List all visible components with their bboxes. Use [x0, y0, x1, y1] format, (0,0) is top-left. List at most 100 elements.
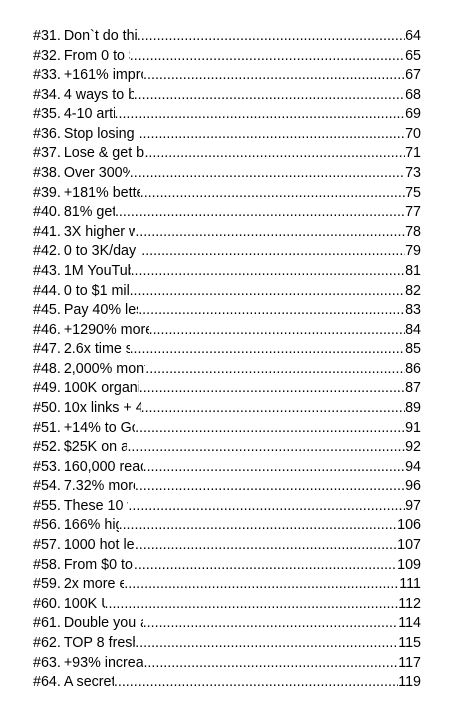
toc-entry[interactable]: #48.2,000% month-on-month growth (study …: [33, 360, 421, 380]
toc-entry[interactable]: #49.100K organic visits/m in 3 months (s…: [33, 379, 421, 399]
entry-number: #53.: [33, 458, 61, 475]
toc-entry[interactable]: #34.4 ways to be interesting to influenc…: [33, 86, 421, 106]
entry-page-number: 83: [405, 302, 421, 319]
toc-entry[interactable]: #33.+161% improvement (Facebook ad A/B t…: [33, 66, 421, 86]
entry-number: #52.: [33, 439, 61, 456]
toc-entry[interactable]: #50.10x links + 42K shares in 3 months (…: [33, 399, 421, 419]
toc-entry[interactable]: #53.160,000 readers. Secret trick (teste…: [33, 458, 421, 478]
toc-entry[interactable]: #35.4-10 articles/month easily 69: [33, 105, 421, 125]
entry-number: #49.: [33, 380, 61, 397]
dot-leader: [127, 438, 405, 458]
entry-number: #59.: [33, 576, 61, 593]
toc-entry[interactable]: #42.0 to 3K/day in 4 mon in a competitiv…: [33, 242, 421, 262]
toc-entry[interactable]: #32.From 0 to $120M in 3 years (study) 65: [33, 47, 421, 67]
entry-page-number: 82: [405, 282, 421, 299]
entry-number: #45.: [33, 302, 61, 319]
entry-title: +181% better opt-in rate (secret targeti…: [63, 184, 140, 201]
toc-entry[interactable]: #56.166% higher CTR (research) 106: [33, 516, 421, 536]
toc-entry[interactable]: #57.1000 hot leads + authority boost (st…: [33, 536, 421, 556]
toc-entry[interactable]: #38.Over 300% more revenue in a year 73: [33, 164, 421, 184]
entry-title: Pay 40% less for ads with this (research…: [63, 302, 138, 319]
toc-entry[interactable]: #41.3X higher willingness to pay (resear…: [33, 223, 421, 243]
entry-number: #64.: [33, 674, 61, 691]
toc-entry[interactable]: #52.$25K on autopilot (LinkedIn hack) 92: [33, 438, 421, 458]
entry-page-number: 112: [398, 595, 421, 612]
toc-entry[interactable]: #55.These 10 words kill your PPC ROI 97: [33, 497, 421, 517]
entry-page-number: 78: [405, 223, 421, 240]
entry-number: #37.: [33, 145, 61, 162]
entry-page-number: 107: [397, 537, 421, 554]
entry-page-number: 81: [405, 262, 421, 279]
dot-leader: [135, 634, 398, 654]
toc-entry[interactable]: #59.2x more engagement (research) 111: [33, 575, 421, 595]
entry-page-number: 79: [405, 243, 421, 260]
entry-page-number: 111: [399, 576, 421, 593]
toc-entry[interactable]: #58.From $0 to $7500/m in a month (study…: [33, 556, 421, 576]
entry-title: $25K on autopilot (LinkedIn hack): [63, 439, 128, 456]
toc-entry[interactable]: #37.Lose & get back 468% more traffic (1…: [33, 144, 421, 164]
toc-entry[interactable]: #43.1M YouTube videos analysis (2017) 81: [33, 262, 421, 282]
toc-entry[interactable]: #64.A secret to a simpler SEO 119: [33, 673, 421, 693]
dot-leader: [130, 164, 405, 184]
dot-leader: [134, 556, 397, 576]
toc-entry[interactable]: #31.Don`t do this - 24% higher CPA (simp…: [33, 27, 421, 47]
dot-leader: [137, 27, 405, 47]
entry-title: 4-10 articles/month easily: [63, 106, 115, 123]
toc-entry[interactable]: #39.+181% better opt-in rate (secret tar…: [33, 184, 421, 204]
toc-entry[interactable]: #45.Pay 40% less for ads with this (rese…: [33, 301, 421, 321]
entry-page-number: 109: [397, 556, 421, 573]
entry-title: 166% higher CTR (research): [63, 517, 119, 534]
entry-number: #38.: [33, 165, 61, 182]
entry-number: #31.: [33, 28, 61, 44]
entry-title: 4 ways to be interesting to influencers: [63, 86, 134, 103]
dot-leader: [131, 262, 406, 282]
entry-number: #33.: [33, 67, 61, 84]
entry-number: #39.: [33, 184, 61, 201]
dot-leader: [114, 673, 398, 693]
entry-page-number: 117: [398, 654, 421, 671]
dot-leader: [145, 360, 405, 380]
entry-page-number: 92: [405, 439, 421, 456]
entry-page-number: 75: [405, 184, 421, 201]
entry-page-number: 68: [405, 86, 421, 103]
toc-entry[interactable]: #44.0 to $1 million in 14 months (study)…: [33, 282, 421, 302]
entry-title: 7.32% more views on YouTube (study): [63, 478, 135, 495]
entry-title: 160,000 readers. Secret trick (tested by…: [63, 458, 143, 475]
entry-page-number: 96: [405, 478, 421, 495]
entry-number: #56.: [33, 517, 61, 534]
dot-leader: [141, 242, 405, 262]
entry-page-number: 106: [397, 517, 421, 534]
entry-title: +161% improvement (Facebook ad A/B test): [63, 67, 143, 84]
toc-entry[interactable]: #60.100K URLs analysis 112: [33, 595, 421, 615]
toc-entry[interactable]: #54.7.32% more views on YouTube (study) 9…: [33, 477, 421, 497]
toc-entry[interactable]: #61.Double you ads CTR with one symbol (…: [33, 614, 421, 634]
entry-page-number: 91: [405, 419, 421, 436]
toc-entry[interactable]: #51.+14% to Google rankings (experiment)…: [33, 419, 421, 439]
dot-leader: [143, 66, 405, 86]
dot-leader: [143, 614, 399, 634]
toc-entry[interactable]: #62.TOP 8 fresh SEO insights (1M analysi…: [33, 634, 421, 654]
entry-title: A secret to a simpler SEO: [63, 674, 114, 691]
entry-title: Lose & get back 468% more traffic (1 upd…: [63, 145, 145, 162]
dot-leader: [135, 419, 405, 439]
entry-title: 81% get motivated by this: [63, 204, 115, 221]
dot-leader: [130, 47, 405, 67]
dot-leader: [138, 301, 405, 321]
toc-entry[interactable]: #47.2.6x time spent on page (research) 85: [33, 340, 421, 360]
entry-number: #32.: [33, 47, 61, 64]
toc-entry[interactable]: #63.+93% increase in CTR for all paid Go…: [33, 654, 421, 674]
dot-leader: [130, 282, 406, 302]
toc-entry[interactable]: #40.81% get motivated by this 77: [33, 203, 421, 223]
entry-number: #60.: [33, 595, 61, 612]
entry-number: #62.: [33, 634, 61, 651]
dot-leader: [143, 458, 406, 478]
entry-page-number: 70: [405, 125, 421, 142]
entry-title: Stop losing 28% of people (advanced tip): [63, 125, 139, 142]
toc-entry[interactable]: #46.+1290% more engagement on Facebook (…: [33, 321, 421, 341]
entry-title: 2,000% month-on-month growth (study + to…: [63, 360, 145, 377]
entry-number: #35.: [33, 106, 61, 123]
entry-number: #44.: [33, 282, 61, 299]
entry-page-number: 119: [398, 674, 421, 691]
entry-page-number: 87: [405, 380, 421, 397]
toc-entry[interactable]: #36.Stop losing 28% of people (advanced …: [33, 125, 421, 145]
